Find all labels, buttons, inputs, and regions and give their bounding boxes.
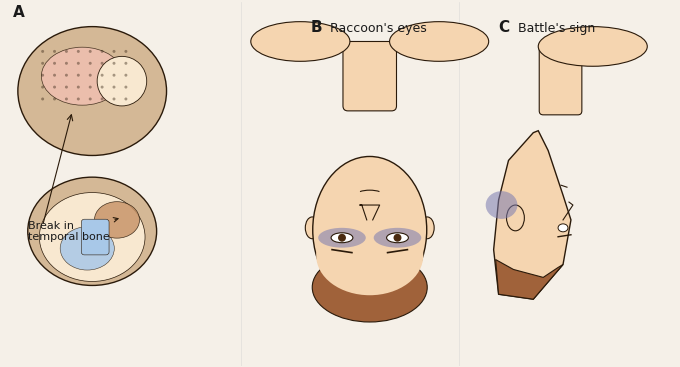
Ellipse shape — [387, 233, 409, 243]
Ellipse shape — [313, 156, 427, 303]
Ellipse shape — [305, 217, 319, 239]
Ellipse shape — [558, 224, 568, 232]
Circle shape — [112, 62, 116, 65]
Circle shape — [124, 74, 127, 77]
Ellipse shape — [312, 252, 427, 322]
Circle shape — [65, 74, 68, 77]
Circle shape — [101, 74, 103, 77]
Circle shape — [101, 86, 103, 88]
Text: B: B — [310, 19, 322, 34]
Ellipse shape — [318, 228, 366, 248]
FancyBboxPatch shape — [539, 43, 582, 115]
Ellipse shape — [539, 27, 647, 66]
Circle shape — [88, 50, 92, 53]
Ellipse shape — [331, 233, 353, 243]
Circle shape — [65, 86, 68, 88]
Ellipse shape — [95, 201, 139, 238]
Ellipse shape — [18, 27, 167, 156]
Circle shape — [77, 74, 80, 77]
Circle shape — [124, 50, 127, 53]
Ellipse shape — [61, 227, 114, 270]
Ellipse shape — [97, 57, 147, 106]
Circle shape — [53, 98, 56, 101]
Circle shape — [65, 62, 68, 65]
Circle shape — [394, 234, 401, 242]
Ellipse shape — [251, 22, 350, 61]
Circle shape — [41, 62, 44, 65]
Circle shape — [101, 50, 103, 53]
Ellipse shape — [486, 191, 517, 219]
Circle shape — [112, 98, 116, 101]
Ellipse shape — [39, 193, 145, 281]
FancyBboxPatch shape — [82, 219, 109, 255]
Circle shape — [112, 74, 116, 77]
Circle shape — [338, 234, 346, 242]
Circle shape — [112, 50, 116, 53]
Circle shape — [88, 98, 92, 101]
Circle shape — [41, 98, 44, 101]
Circle shape — [77, 86, 80, 88]
Circle shape — [124, 86, 127, 88]
Circle shape — [53, 74, 56, 77]
Circle shape — [124, 62, 127, 65]
Ellipse shape — [316, 216, 423, 295]
Circle shape — [65, 98, 68, 101]
Ellipse shape — [507, 205, 524, 231]
Circle shape — [88, 74, 92, 77]
Circle shape — [53, 62, 56, 65]
Text: A: A — [13, 5, 24, 20]
Ellipse shape — [390, 22, 489, 61]
Circle shape — [77, 62, 80, 65]
Circle shape — [53, 86, 56, 88]
Circle shape — [41, 74, 44, 77]
Circle shape — [112, 86, 116, 88]
Circle shape — [41, 86, 44, 88]
Circle shape — [41, 50, 44, 53]
Polygon shape — [496, 259, 563, 299]
Ellipse shape — [41, 47, 123, 105]
Circle shape — [88, 86, 92, 88]
Circle shape — [101, 62, 103, 65]
Circle shape — [88, 62, 92, 65]
Ellipse shape — [420, 217, 434, 239]
Text: C: C — [498, 19, 510, 34]
Ellipse shape — [28, 177, 156, 286]
Circle shape — [65, 50, 68, 53]
Text: Break in
temporal bone: Break in temporal bone — [28, 218, 118, 242]
Ellipse shape — [374, 228, 422, 248]
Text: Battle's sign: Battle's sign — [518, 22, 596, 34]
Text: Raccoon's eyes: Raccoon's eyes — [330, 22, 427, 34]
Polygon shape — [494, 131, 571, 299]
Circle shape — [77, 98, 80, 101]
Circle shape — [101, 98, 103, 101]
Circle shape — [124, 98, 127, 101]
Circle shape — [77, 50, 80, 53]
FancyBboxPatch shape — [343, 41, 396, 111]
Circle shape — [53, 50, 56, 53]
